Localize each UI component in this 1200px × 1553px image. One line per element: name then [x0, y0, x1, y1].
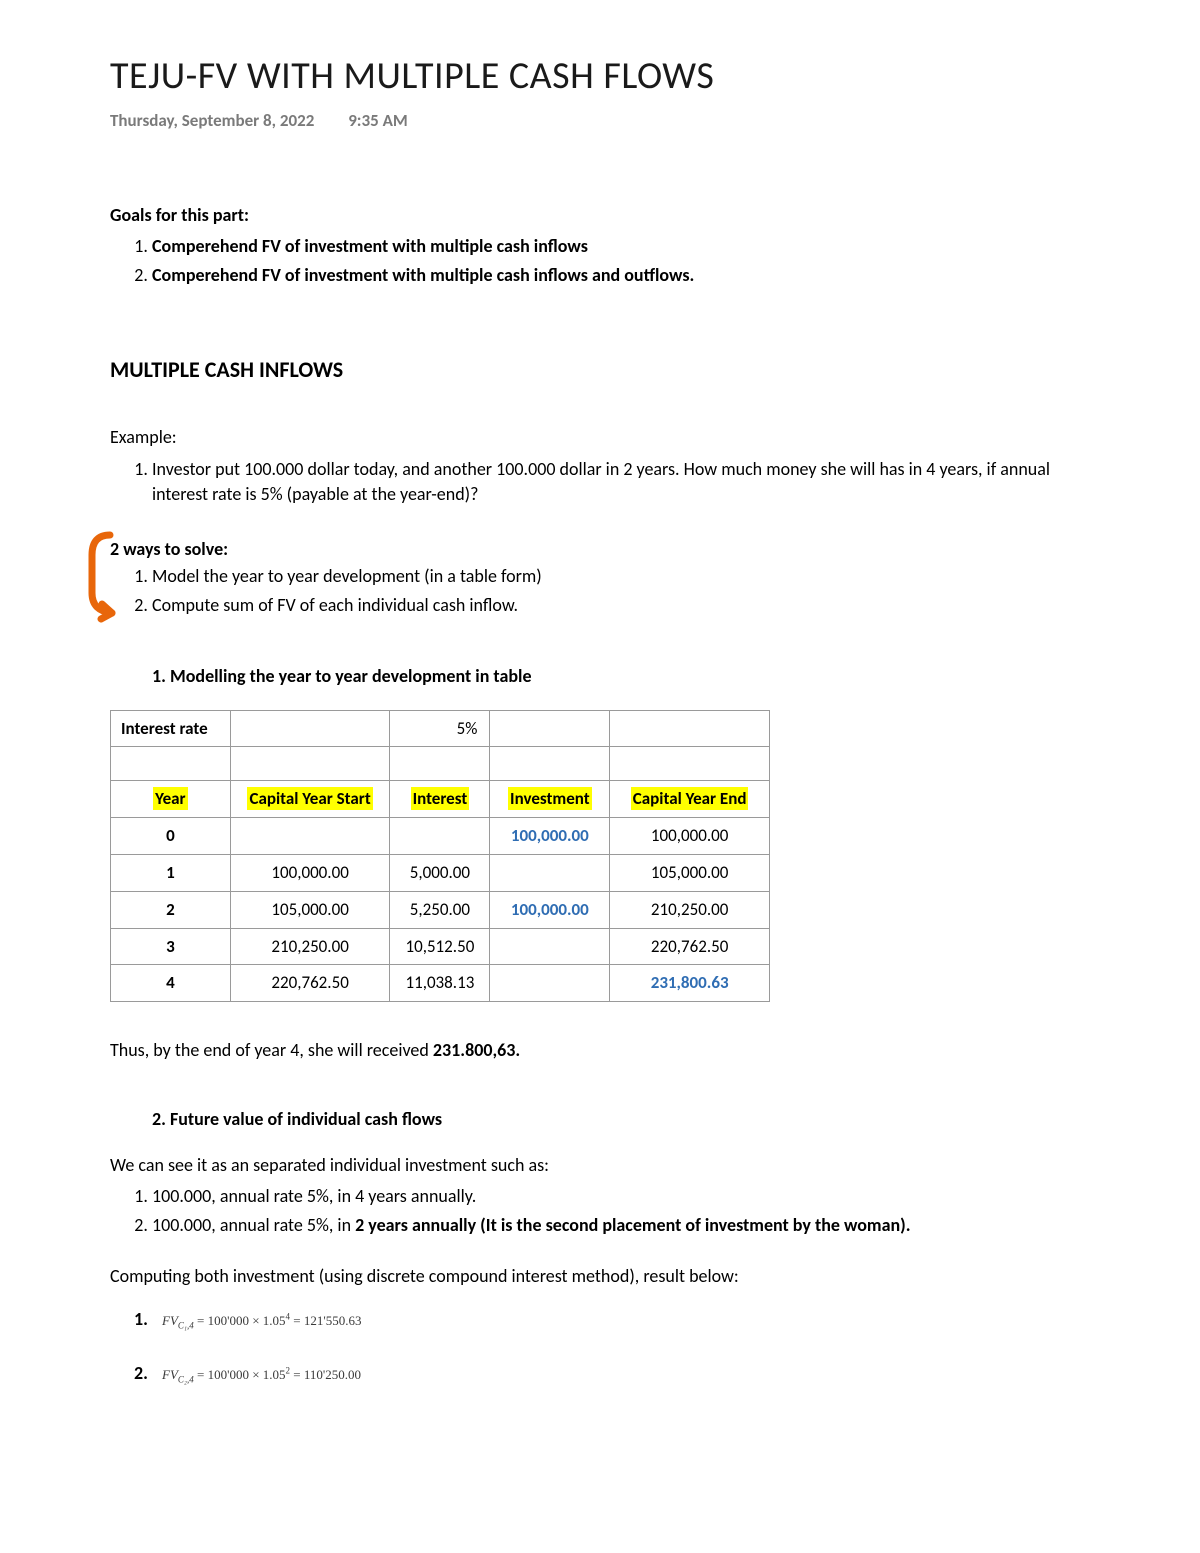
table-cell: 105,000.00 — [610, 855, 770, 892]
formula-item: FVC₁,4 = 100'000 × 1.054 = 121'550.63 — [152, 1293, 1090, 1346]
subsection-2-heading: 2. Future value of individual cash flows — [152, 1107, 1090, 1132]
cell-empty — [390, 747, 490, 781]
formula-1: FVC₁,4 = 100'000 × 1.054 = 121'550.63 — [162, 1313, 361, 1328]
table-cell: 3 — [111, 928, 231, 965]
formulas-block: FVC₁,4 = 100'000 × 1.054 = 121'550.63 FV… — [110, 1293, 1090, 1399]
example-label: Example: — [110, 425, 1090, 450]
table-row: 4220,762.5011,038.13 231,800.63 — [111, 965, 770, 1002]
table-row: 1100,000.005,000.00 105,000.00 — [111, 855, 770, 892]
list-item: Comperehend FV of investment with multip… — [152, 232, 1090, 261]
table-cell: 0 — [111, 818, 231, 855]
th-inv: Investment — [490, 781, 610, 818]
date-line: Thursday, September 8, 2022 9:35 AM — [110, 109, 1090, 133]
table-cell: 100,000.00 — [490, 891, 610, 928]
bracket-annotation-icon — [82, 531, 122, 623]
cell-empty — [230, 747, 390, 781]
cell-empty — [490, 747, 610, 781]
example-list: Investor put 100.000 dollar today, and a… — [152, 455, 1090, 509]
goal-text: Comperehend FV of investment with multip… — [152, 235, 588, 257]
table-cell: 100,000.00 — [490, 818, 610, 855]
subsection-1-heading: 1. Modelling the year to year developmen… — [152, 664, 1090, 689]
cell-empty — [490, 710, 610, 747]
list-item: 100.000, annual rate 5%, in 2 years annu… — [152, 1211, 1090, 1240]
time-text: 9:35 AM — [348, 110, 408, 131]
table-cell — [390, 818, 490, 855]
table-cell: 231,800.63 — [610, 965, 770, 1002]
sub2-item2-b: 2 years annually (It is the second place… — [355, 1214, 910, 1236]
table-cell: 210,250.00 — [610, 891, 770, 928]
ways-list: Model the year to year development (in a… — [152, 562, 1090, 620]
table-cell: 220,762.50 — [610, 928, 770, 965]
example-text: Investor put 100.000 dollar today, and a… — [152, 458, 1050, 505]
compute-text: Computing both investment (using discret… — [110, 1264, 1090, 1289]
cell-empty — [610, 747, 770, 781]
table-row: 2105,000.005,250.00100,000.00210,250.00 — [111, 891, 770, 928]
table-cell — [490, 928, 610, 965]
formula-item: FVC₂,4 = 100'000 × 1.052 = 110'250.00 — [152, 1347, 1090, 1400]
table-cell: 1 — [111, 855, 231, 892]
list-item: Investor put 100.000 dollar today, and a… — [152, 455, 1090, 509]
th-cye: Capital Year End — [610, 781, 770, 818]
irate-label: Interest rate — [111, 710, 231, 747]
sub2-intro: We can see it as an separated individual… — [110, 1153, 1090, 1178]
sub2-item2-a: 100.000, annual rate 5%, in — [152, 1214, 355, 1236]
cell-empty — [610, 710, 770, 747]
way-text: Model the year to year development (in a… — [152, 565, 542, 587]
fv-table: Interest rate 5% Year Capital Year Start… — [110, 710, 770, 1003]
way-text: Compute sum of FV of each individual cas… — [152, 594, 518, 616]
sub2-list: 100.000, annual rate 5%, in 4 years annu… — [152, 1182, 1090, 1240]
cell-empty — [111, 747, 231, 781]
list-item: Model the year to year development (in a… — [152, 562, 1090, 591]
ways-block: 2 ways to solve: Model the year to year … — [110, 537, 1090, 621]
table-cell: 5,250.00 — [390, 891, 490, 928]
date-text: Thursday, September 8, 2022 — [110, 110, 314, 131]
table-cell: 105,000.00 — [230, 891, 390, 928]
table-cell — [490, 965, 610, 1002]
table-cell: 10,512.50 — [390, 928, 490, 965]
th-year: Year — [111, 781, 231, 818]
irate-value: 5% — [390, 710, 490, 747]
ways-title: 2 ways to solve: — [110, 537, 1090, 562]
goal-text: Comperehend FV of investment with multip… — [152, 264, 694, 286]
th-cys: Capital Year Start — [230, 781, 390, 818]
page-title: TEJU-FV WITH MULTIPLE CASH FLOWS — [110, 50, 1090, 103]
table-row: 3210,250.0010,512.50 220,762.50 — [111, 928, 770, 965]
table-cell: 220,762.50 — [230, 965, 390, 1002]
table-cell: 100,000.00 — [610, 818, 770, 855]
goals-label: Goals for this part: — [110, 203, 1090, 228]
formula-2: FVC₂,4 = 100'000 × 1.052 = 110'250.00 — [162, 1367, 361, 1382]
list-item: 100.000, annual rate 5%, in 4 years annu… — [152, 1182, 1090, 1211]
table-cell: 4 — [111, 965, 231, 1002]
table-cell: 210,250.00 — [230, 928, 390, 965]
table-row: Interest rate 5% — [111, 710, 770, 747]
table-cell: 11,038.13 — [390, 965, 490, 1002]
list-item: Comperehend FV of investment with multip… — [152, 261, 1090, 290]
table-cell — [490, 855, 610, 892]
section-heading: MULTIPLE CASH INFLOWS — [110, 355, 1090, 386]
conclusion-text: Thus, by the end of year 4, she will rec… — [110, 1038, 1090, 1063]
sub2-item1: 100.000, annual rate 5%, in 4 years annu… — [152, 1185, 476, 1207]
table-cell: 5,000.00 — [390, 855, 490, 892]
goals-list: Comperehend FV of investment with multip… — [152, 232, 1090, 290]
list-item: Compute sum of FV of each individual cas… — [152, 591, 1090, 620]
table-cell: 100,000.00 — [230, 855, 390, 892]
cell-empty — [230, 710, 390, 747]
table-header-row: Year Capital Year Start Interest Investm… — [111, 781, 770, 818]
table-row: 0 100,000.00100,000.00 — [111, 818, 770, 855]
th-int: Interest — [390, 781, 490, 818]
table-row — [111, 747, 770, 781]
table-cell: 2 — [111, 891, 231, 928]
table-cell — [230, 818, 390, 855]
